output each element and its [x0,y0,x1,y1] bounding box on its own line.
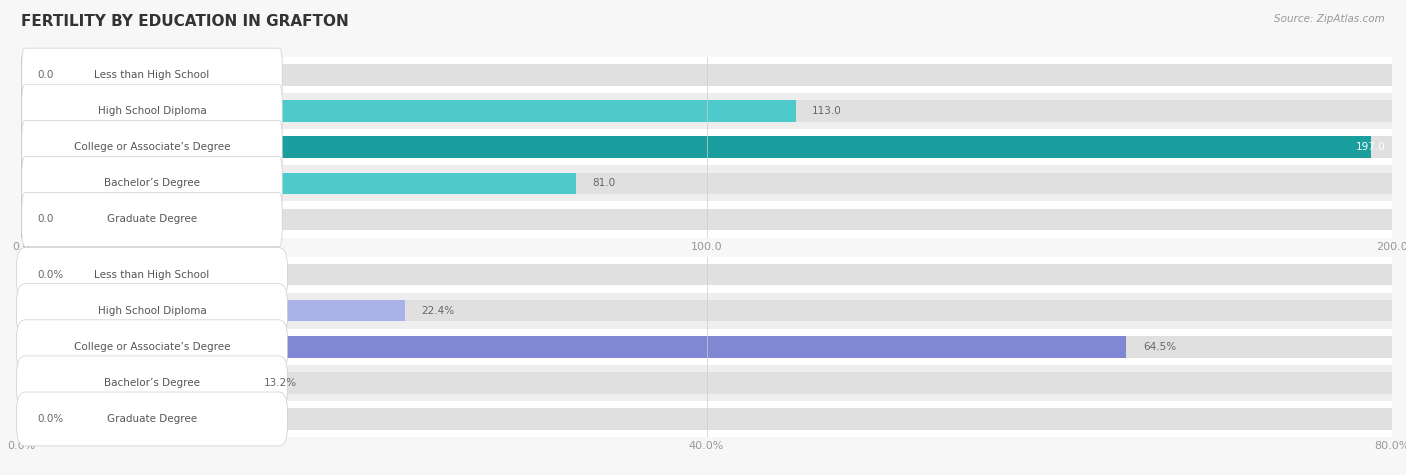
FancyBboxPatch shape [21,156,283,210]
Bar [21,293,1392,329]
FancyBboxPatch shape [21,192,283,247]
Bar [21,300,1392,322]
FancyBboxPatch shape [17,356,287,410]
FancyBboxPatch shape [21,84,283,138]
Bar [21,256,1392,293]
Bar [21,300,405,322]
FancyBboxPatch shape [17,392,287,446]
Text: College or Associate’s Degree: College or Associate’s Degree [73,142,231,152]
Bar [21,64,1392,86]
Bar [21,365,1392,401]
Bar [21,264,1392,285]
Bar [21,401,1392,437]
Bar [21,201,1392,238]
Bar [21,209,1392,230]
Bar [21,372,1392,394]
Bar [21,100,796,122]
FancyBboxPatch shape [21,48,283,102]
Text: High School Diploma: High School Diploma [97,305,207,316]
Bar [21,172,576,194]
Text: 197.0: 197.0 [1355,142,1385,152]
Text: 0.0%: 0.0% [38,414,63,424]
Bar [21,93,1392,129]
Bar [21,57,1392,93]
Text: 22.4%: 22.4% [422,305,454,316]
Bar [21,336,1126,358]
Text: Source: ZipAtlas.com: Source: ZipAtlas.com [1274,14,1385,24]
Bar [21,100,1392,122]
Text: High School Diploma: High School Diploma [97,106,207,116]
Text: 64.5%: 64.5% [1143,342,1175,352]
Bar [21,136,1371,158]
Bar [21,165,1392,201]
Bar [21,408,1392,430]
Text: Bachelor’s Degree: Bachelor’s Degree [104,178,200,189]
FancyBboxPatch shape [17,284,287,338]
Bar [21,136,1392,158]
Text: 0.0%: 0.0% [38,269,63,280]
FancyBboxPatch shape [17,247,287,302]
Text: Bachelor’s Degree: Bachelor’s Degree [104,378,200,388]
Bar [21,172,1392,194]
Text: 0.0: 0.0 [38,214,53,225]
Text: Less than High School: Less than High School [94,70,209,80]
Bar [21,129,1392,165]
Bar [21,372,247,394]
Text: 0.0: 0.0 [38,70,53,80]
Text: 13.2%: 13.2% [264,378,297,388]
Bar [21,329,1392,365]
Text: Graduate Degree: Graduate Degree [107,214,197,225]
Bar [21,336,1392,358]
Text: 113.0: 113.0 [813,106,842,116]
FancyBboxPatch shape [17,320,287,374]
Text: 81.0: 81.0 [593,178,616,189]
Text: Less than High School: Less than High School [94,269,209,280]
Text: Graduate Degree: Graduate Degree [107,414,197,424]
Text: FERTILITY BY EDUCATION IN GRAFTON: FERTILITY BY EDUCATION IN GRAFTON [21,14,349,29]
Text: College or Associate’s Degree: College or Associate’s Degree [73,342,231,352]
FancyBboxPatch shape [21,120,283,174]
